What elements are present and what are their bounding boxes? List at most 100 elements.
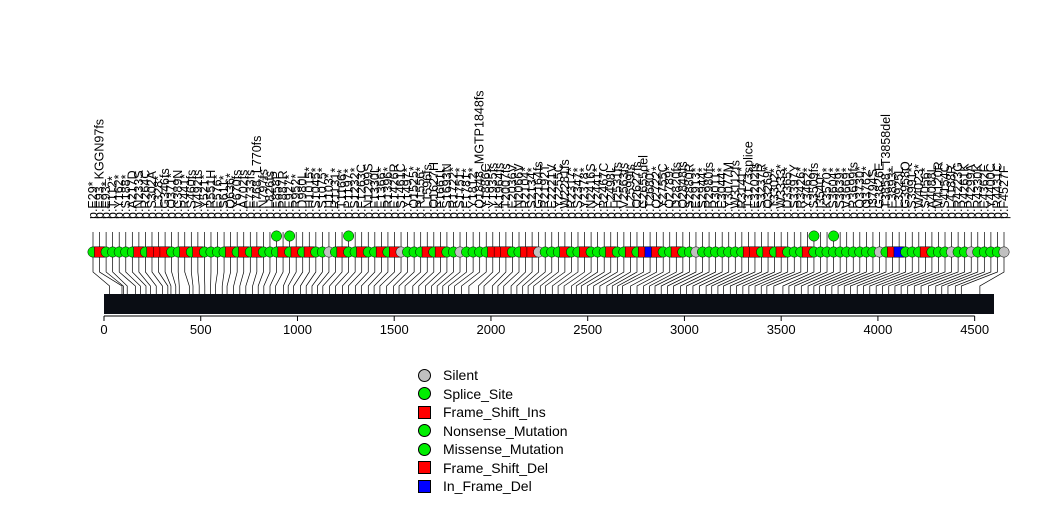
- mutation-label: p.S1075*: [315, 167, 329, 219]
- mutation-label: p.A702fs: [237, 170, 251, 219]
- mutation-stem: [941, 252, 979, 294]
- mutation-label: p.H2531fs: [610, 162, 624, 219]
- mutation-label: p.Q1848_MGTP1848fs: [473, 90, 487, 219]
- mutation-stem: [105, 252, 124, 294]
- mutation-stem: [736, 252, 769, 294]
- mutation-stem: [571, 252, 592, 294]
- mutation-stem: [197, 252, 200, 294]
- mutation-label: p.V2563fs: [617, 163, 631, 219]
- mutation-stem: [563, 252, 585, 294]
- mutation-label: p.Q2627fs: [630, 161, 644, 219]
- mutation-label: p.Q371*: [165, 173, 179, 219]
- mutation-stem: [138, 252, 151, 294]
- mutation-label: p.Q2848fs: [676, 161, 690, 219]
- mutation-label: p.D980L: [296, 172, 310, 219]
- mutation-label: p.N1299S: [361, 163, 375, 219]
- legend-swatch-missense: [418, 442, 431, 456]
- mutation-label: p.S302A: [145, 170, 159, 219]
- mutation-stem: [606, 252, 631, 294]
- mutation-label: p.E2221V: [545, 163, 559, 219]
- mutation-label: p.N2066V: [512, 163, 526, 219]
- mutation-label: p.T112*: [106, 176, 120, 219]
- mutation-marker: [271, 230, 282, 242]
- mutation-stem: [239, 252, 245, 294]
- mutation-label: p.K1964fs: [492, 163, 506, 219]
- x-tick-label: 1500: [380, 322, 409, 337]
- mutation-stem: [348, 252, 363, 294]
- mutation-label: p.S4154C: [938, 163, 952, 219]
- mutation-stem: [99, 252, 123, 294]
- mutation-stem: [819, 252, 854, 294]
- mutation-stem: [311, 252, 323, 294]
- legend-item: Frame_Shift_Del: [418, 459, 568, 478]
- mutation-stem: [425, 252, 441, 294]
- mutation-stem: [125, 252, 141, 294]
- mutation-label: p.F2498L: [604, 166, 618, 219]
- mutation-label: p.T2680*: [643, 168, 657, 219]
- mutation-stem: [742, 252, 775, 294]
- mutation-label: p.I1103*: [322, 173, 336, 219]
- mutation-label: p.Y521*: [197, 174, 211, 219]
- mutation-label: p.C389N: [171, 170, 185, 219]
- mutation-stem: [412, 252, 428, 294]
- mutation-stem: [354, 252, 369, 294]
- mutation-label: p.Q2789*: [663, 166, 677, 219]
- mutation-label: p.W4023*: [912, 164, 926, 219]
- mutation-stem: [960, 252, 998, 294]
- x-tick-label: 2000: [476, 322, 505, 337]
- mutation-stem: [729, 252, 762, 294]
- mutation-label: p.S188*: [119, 174, 133, 219]
- mutation-stem: [788, 252, 821, 294]
- mutation-stem: [436, 252, 454, 294]
- mutation-stem: [825, 252, 861, 294]
- mutation-stem: [454, 252, 474, 294]
- mutation-stem: [497, 252, 513, 294]
- mutation-label: p.S2880R: [682, 163, 696, 219]
- mutation-stem: [575, 252, 599, 294]
- mutation-stem: [913, 252, 952, 294]
- x-tick-label: 4500: [960, 322, 989, 337]
- mutation-marker: [343, 230, 355, 242]
- mutation-stem: [269, 252, 277, 294]
- mutation-label: p.S3604*: [827, 167, 841, 219]
- x-tick-label: 4000: [863, 322, 892, 337]
- mutation-stem: [660, 252, 690, 294]
- mutation-stems: [92, 232, 1005, 294]
- mutation-label: p.T3173splice: [741, 141, 755, 219]
- mutation-stem: [593, 252, 618, 294]
- legend-label: Splice_Site: [443, 385, 514, 402]
- mutation-label: p.E2036V: [505, 163, 519, 219]
- mutation-label: p.R3141*: [735, 167, 749, 219]
- mutation-stem: [275, 252, 284, 294]
- mutation-stem: [177, 252, 180, 294]
- mutation-stem: [782, 252, 815, 294]
- legend-label: In_Frame_Del: [443, 478, 532, 495]
- mutation-label: p.S3397Y: [787, 163, 801, 219]
- mutation-label: p.Y3462*: [800, 167, 814, 219]
- mutation-label: p.S1693N: [440, 163, 454, 219]
- mutation-stem: [636, 252, 664, 294]
- mutation-label: p.R1396*: [381, 167, 395, 219]
- mutation-stem: [483, 252, 500, 294]
- mutation-stem: [649, 252, 677, 294]
- mutation-label: p.Y1886C: [479, 163, 493, 219]
- x-tick-label: 3500: [767, 322, 796, 337]
- mutation-stem: [221, 252, 225, 294]
- mutation-stem: [586, 252, 612, 294]
- mutation-stem: [900, 252, 939, 294]
- mutation-label: p.Y670fs: [230, 170, 244, 219]
- mutation-stem: [283, 252, 290, 294]
- mutation-stem: [698, 252, 730, 294]
- mutation-label: p.P887R: [276, 170, 290, 219]
- mutation-stem: [875, 252, 913, 294]
- mutation-label: p.Y4400C: [984, 163, 998, 219]
- mutation-stem: [692, 252, 723, 294]
- mutation-stem: [711, 252, 743, 294]
- mutation-stem: [131, 252, 147, 294]
- mutation-marker: [828, 230, 840, 242]
- mutation-stem: [322, 252, 336, 294]
- mutation-label: p.E858P: [270, 171, 284, 219]
- mutation-label: p.F4527F: [997, 165, 1011, 219]
- mutation-label: p.F1263C: [355, 164, 369, 219]
